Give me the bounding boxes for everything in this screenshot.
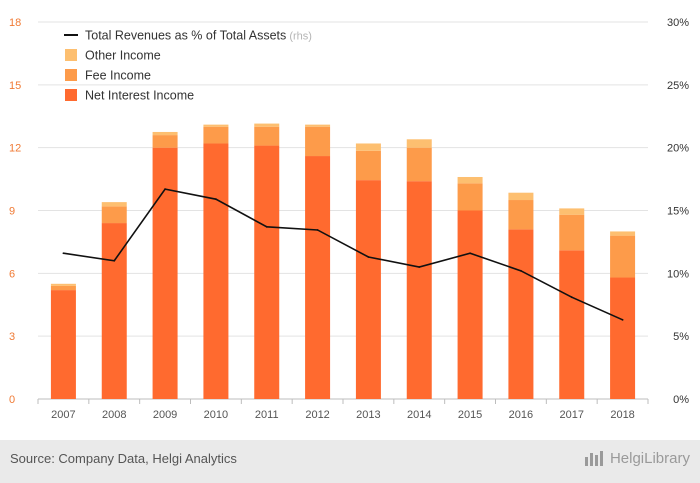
bar-segment — [457, 210, 483, 399]
legend-swatch-box — [65, 69, 77, 81]
source-text: Source: Company Data, Helgi Analytics — [10, 451, 237, 466]
bar-segment — [305, 156, 331, 399]
bar-segment — [508, 192, 534, 201]
y-tick-label-left: 9 — [9, 206, 15, 218]
bar-segment — [508, 229, 534, 399]
bar-segment — [610, 235, 636, 278]
legend-label: Net Interest Income — [85, 89, 194, 103]
x-tick-label: 2009 — [153, 409, 177, 421]
revenue-chart-svg: 0 3 6 9 12 15 18 0% 5% 10% 15% 20% 25% 30% 2007 2008 200… — [9, 17, 689, 421]
ratio-point — [62, 252, 65, 255]
y-tick-label-left: 15 — [9, 80, 21, 92]
y-tick-label-right: 20% — [667, 143, 689, 155]
x-tick-label: 2008 — [102, 409, 126, 421]
bar-segment — [152, 147, 178, 399]
ratio-point — [469, 252, 471, 255]
chart: 0 3 6 9 12 15 18 0% 5% 10% 15% 20% 25% 30% 2007 2008 200… — [9, 17, 689, 421]
bar-segment — [254, 123, 280, 127]
bar-segment — [508, 200, 534, 230]
bar-segment — [406, 147, 432, 182]
bar-segment — [152, 135, 178, 148]
bar-segment — [559, 214, 585, 251]
y-tick-label-left: 3 — [9, 331, 15, 343]
bar-segment — [50, 285, 76, 291]
bar-segment — [610, 277, 636, 399]
bar-segment — [355, 150, 381, 181]
bar-segment — [559, 250, 585, 399]
ratio-point — [164, 188, 166, 191]
bar-segment — [101, 223, 127, 399]
ratio-point — [367, 256, 370, 258]
bar-segment — [203, 124, 229, 127]
x-tick-label: 2010 — [204, 409, 228, 421]
legend-swatch-box — [65, 89, 77, 101]
x-tick-label: 2012 — [305, 409, 329, 421]
bar-segment — [406, 139, 432, 148]
footer-bar: Source: Company Data, Helgi Analytics He… — [0, 440, 700, 483]
y-tick-label-left: 12 — [9, 143, 21, 155]
y-tick-label-right: 30% — [667, 17, 689, 29]
x-tick-label: 2018 — [610, 409, 634, 421]
y-tick-label-right: 10% — [667, 268, 689, 280]
bar-segment — [355, 180, 381, 399]
x-tick-label: 2014 — [407, 409, 431, 421]
y-tick-label-left: 6 — [9, 268, 15, 280]
legend-label: Fee Income — [85, 69, 151, 83]
bar-segment — [203, 126, 229, 144]
bar-segment — [305, 124, 331, 127]
bar-segment — [610, 231, 636, 236]
x-tick-label: 2016 — [509, 409, 533, 421]
x-tick-label: 2013 — [356, 409, 380, 421]
ratio-point — [621, 318, 624, 321]
ratio-point — [265, 225, 268, 228]
legend-label: Total Revenues as % of Total Assets (rhs… — [85, 29, 312, 43]
ratio-line — [63, 188, 623, 321]
bar-segment — [254, 126, 280, 146]
ratio-point — [215, 198, 217, 201]
ratio-point — [418, 266, 421, 268]
ratio-point — [570, 296, 573, 299]
bar-segment — [152, 131, 178, 136]
ratio-point — [113, 259, 116, 262]
x-tick-label: 2007 — [51, 409, 75, 421]
legend-label: Other Income — [85, 49, 161, 63]
brand-name: HelgiLibrary — [609, 449, 690, 467]
legend-swatch-box — [65, 49, 77, 61]
y-tick-label-right: 5% — [673, 331, 689, 343]
bar-segment — [457, 183, 483, 211]
bar-segment — [355, 143, 381, 151]
bar-segment — [101, 202, 127, 207]
bar-segment — [457, 176, 483, 184]
bar-segment — [101, 206, 127, 224]
bar-segment — [254, 145, 280, 399]
bar-segment — [559, 208, 585, 215]
x-tick-label: 2015 — [458, 409, 482, 421]
bar-segment — [50, 290, 76, 399]
x-tick-label: 2017 — [560, 409, 584, 421]
helgi-logo-icon — [584, 451, 603, 466]
ratio-point — [520, 269, 522, 272]
ratio-point — [316, 229, 319, 231]
bar-segment — [305, 126, 331, 157]
x-tick-label: 2011 — [255, 409, 279, 421]
y-tick-label-right: 25% — [667, 80, 689, 92]
bar-segment — [50, 283, 76, 286]
bar-segment — [203, 143, 229, 399]
bar-segment — [406, 181, 432, 399]
brand-logo[interactable]: HelgiLibrary — [584, 449, 690, 467]
y-tick-label-right: 0% — [673, 394, 689, 406]
y-tick-label-left: 0 — [9, 394, 15, 406]
legend-note: (rhs) — [286, 31, 312, 43]
y-tick-label-right: 15% — [667, 206, 689, 218]
y-tick-label-left: 18 — [9, 17, 21, 29]
